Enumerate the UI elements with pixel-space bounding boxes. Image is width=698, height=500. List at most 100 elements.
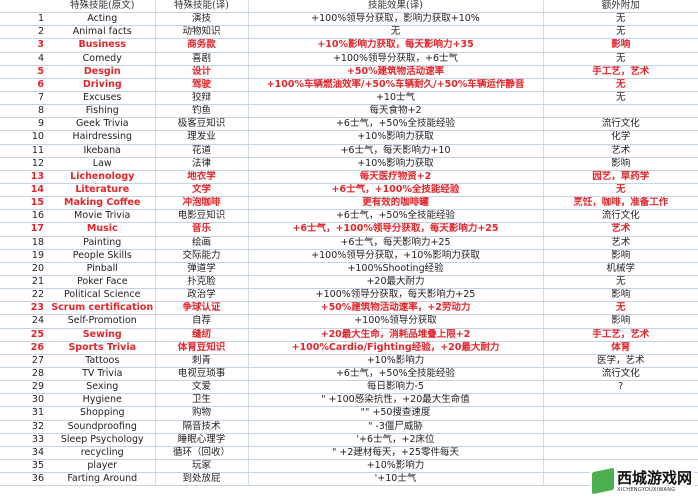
- skill-original-name: Music: [50, 222, 156, 237]
- skill-translated-name: 扑克脸: [155, 275, 249, 290]
- row-index: 19: [0, 249, 50, 263]
- skill-original-name: Hygiene: [50, 393, 156, 408]
- table-row: 23 Scrum certification 争球认证 +50%建筑物活动速率，+2劳…: [0, 301, 698, 316]
- row-index: 3: [0, 38, 50, 53]
- skills-table: 特殊技能(原文) 特殊技能(译) 技能效果(译) 额外附加 1 Acting 演技 +…: [0, 0, 698, 487]
- row-index: 22: [0, 288, 50, 303]
- skill-extra: 无: [543, 275, 698, 290]
- skill-extra: [543, 433, 698, 447]
- skill-translated-name: 购物: [155, 406, 249, 421]
- skill-translated-name: 设计: [155, 65, 249, 79]
- table-row: 34 recycling 循环（回收） " +2建材每天，+25零件每天: [0, 446, 698, 460]
- table-row: 26 Sports Trivia 体育豆知识 +100%Cardio/Fighting…: [0, 341, 698, 355]
- skill-effect: +6士气，+100%全技能经验: [248, 183, 544, 198]
- skill-extra: 无: [543, 52, 698, 66]
- skill-effect: "" +50搜查速度: [248, 406, 544, 421]
- skill-translated-name: 刺青: [155, 354, 249, 368]
- skill-translated-name: 钓鱼: [155, 104, 249, 119]
- row-index: 21: [0, 275, 50, 290]
- skill-original-name: Making Coffee: [50, 196, 156, 211]
- row-index: 35: [0, 459, 50, 474]
- skill-effect: '+10士气: [248, 472, 544, 487]
- watermark-cn: 西城游戏网: [617, 468, 693, 487]
- skill-extra: 影响: [543, 38, 698, 53]
- row-index: 5: [0, 65, 50, 79]
- skill-translated-name: 循环（回收）: [155, 446, 249, 460]
- skill-effect: +10%影响力获取: [248, 130, 544, 145]
- skill-effect: " +100感染抗性，+20最大生命值: [248, 393, 544, 408]
- skill-extra: 烹饪，咖啡，准备工作: [543, 196, 698, 211]
- skill-extra: 影响: [543, 314, 698, 329]
- table-row: 9 Geek Trivia 极客豆知识 +6士气，+50%全技能经验 流行文化: [0, 117, 698, 132]
- skill-extra: 流行文化: [543, 209, 698, 224]
- table-row: 4 Comedy 喜剧 +100%领导分获取，+6士气无: [0, 52, 698, 66]
- skill-original-name: Self-Promotion: [50, 314, 156, 329]
- skill-translated-name: 卫生: [155, 393, 249, 408]
- skill-original-name: Animal facts: [50, 25, 156, 40]
- skill-translated-name: 到处放屁: [155, 472, 249, 487]
- skill-effect: 更有效的咖啡罐: [248, 196, 544, 211]
- skill-translated-name: 交际能力: [155, 249, 249, 263]
- skill-extra: 化学: [543, 130, 698, 145]
- table-row: 1 Acting 演技 +100%领导分获取，影响力获取+10% 无: [0, 12, 698, 27]
- skill-extra: [543, 406, 698, 421]
- skill-original-name: Law: [50, 157, 156, 171]
- skill-translated-name: 文学: [155, 183, 249, 198]
- table-row: 10 Hairdressing 理发业 +10%影响力获取 化学: [0, 130, 698, 145]
- table-row: 33 Sleep Psychology 睡眠心理学 '+6士气，+2床位: [0, 433, 698, 447]
- row-index: 25: [0, 328, 50, 342]
- table-row: 21 Poker Face 扑克脸 +20最大耐力无: [0, 275, 698, 290]
- row-index: 20: [0, 262, 50, 276]
- table-row: 16 Movie Trivia 电影豆知识 +6士气，+50%全技能经验 流行文化: [0, 209, 698, 224]
- header-translated-name: 特殊技能(译): [155, 0, 249, 14]
- header-effect: 技能效果(译): [248, 0, 544, 14]
- row-index: 9: [0, 117, 50, 132]
- skill-original-name: Excuses: [50, 91, 156, 106]
- skill-effect: +20最大生命，消耗品堆叠上限+2: [248, 328, 544, 342]
- row-index: 27: [0, 354, 50, 368]
- skill-extra: [543, 446, 698, 460]
- skill-effect: +10士气: [248, 91, 544, 106]
- skill-original-name: Pinball: [50, 262, 156, 276]
- skill-translated-name: 冲泡咖啡: [155, 196, 249, 211]
- skill-translated-name: 争球认证: [155, 301, 249, 316]
- table-row: 24 Self-Promotion 自荐 +100%领导分获取 影响: [0, 314, 698, 329]
- table-row: 12 Law 法律 +10%影响力获取 影响: [0, 157, 698, 171]
- row-index: 34: [0, 446, 50, 460]
- table-row: 7 Excuses 狡辩 +10士气无: [0, 91, 698, 106]
- header-extra: 额外附加: [543, 0, 698, 14]
- table-row: 29 Sexing 文爱 每日影响力-5?: [0, 380, 698, 395]
- skill-effect: +100%领导分获取，+10%影响力获取: [248, 249, 544, 263]
- skill-effect: +100%领导分获取，每天影响力+25: [248, 288, 544, 303]
- skill-translated-name: 玩家: [155, 459, 249, 474]
- skill-original-name: recycling: [50, 446, 156, 460]
- table-row: 22 Political Science 政治学 +100%领导分获取，每天影响力+2…: [0, 288, 698, 303]
- skill-effect: '+6士气，+2床位: [248, 433, 544, 447]
- skill-effect: +6士气，+50%全技能经验: [248, 209, 544, 224]
- skill-original-name: Sewing: [50, 328, 156, 342]
- table-row: 5 Desgin 设计 +50%建筑物活动速率 手工艺，艺术: [0, 65, 698, 79]
- skill-translated-name: 隔音技术: [155, 420, 249, 434]
- skill-effect: 无: [248, 25, 544, 40]
- row-index: 14: [0, 183, 50, 198]
- skill-extra: 无: [543, 12, 698, 27]
- row-index: 11: [0, 144, 50, 158]
- skill-original-name: Soundproofing: [50, 420, 156, 434]
- skill-translated-name: 睡眠心理学: [155, 433, 249, 447]
- skill-extra: 无: [543, 183, 698, 198]
- skill-original-name: Literature: [50, 183, 156, 198]
- skill-effect: " +2建材每天，+25零件每天: [248, 446, 544, 460]
- skill-extra: 医学，艺术: [543, 354, 698, 368]
- row-index: 4: [0, 52, 50, 66]
- table-row: 27 Tattoos 刺青 +10%影响力 医学，艺术: [0, 354, 698, 368]
- table-row: 11 Ikebana 花道 +6士气，每天影响力+10 艺术: [0, 144, 698, 158]
- row-index: 18: [0, 236, 50, 250]
- table-row: 30 Hygiene 卫生 " +100感染抗性，+20最大生命值: [0, 393, 698, 408]
- skill-original-name: Acting: [50, 12, 156, 27]
- skill-translated-name: 花道: [155, 144, 249, 158]
- skill-original-name: Desgin: [50, 65, 156, 79]
- row-index: 29: [0, 380, 50, 395]
- row-index: 33: [0, 433, 50, 447]
- skill-original-name: Hairdressing: [50, 130, 156, 145]
- skill-original-name: Farting Around: [50, 472, 156, 487]
